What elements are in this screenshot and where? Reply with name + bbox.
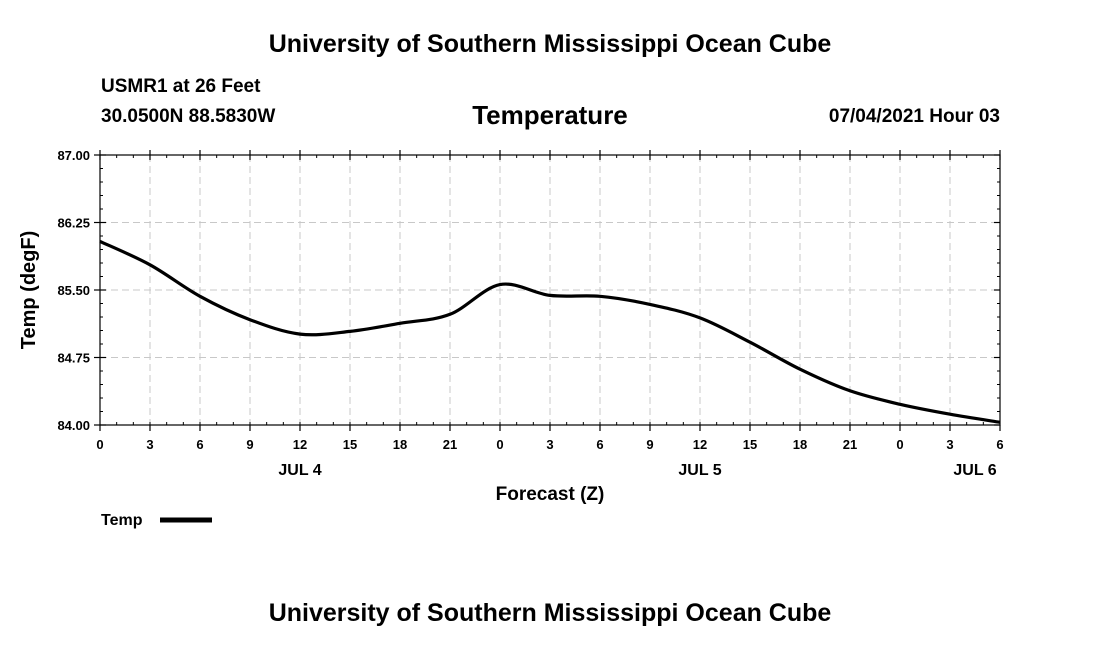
y-tick-label: 84.00 (57, 418, 90, 433)
date-label: JUL 4 (278, 462, 321, 479)
forecast-datetime: 07/04/2021 Hour 03 (828, 106, 1000, 127)
date-label: JUL 6 (953, 462, 996, 479)
x-tick-label: 3 (146, 437, 153, 452)
y-tick-label: 87.00 (57, 148, 90, 163)
x-tick-label: 21 (443, 437, 457, 452)
x-tick-label: 9 (246, 437, 253, 452)
legend-label: Temp (101, 512, 143, 529)
x-tick-label: 3 (946, 437, 953, 452)
chart-title: Temperature (472, 100, 628, 130)
x-tick-label: 0 (496, 437, 503, 452)
x-axis-label: Forecast (Z) (496, 484, 605, 505)
x-tick-label: 12 (693, 437, 707, 452)
x-tick-label: 0 (96, 437, 103, 452)
x-tick-label: 15 (743, 437, 757, 452)
x-tick-label: 18 (793, 437, 807, 452)
temp-series-line (99, 239, 1001, 424)
x-tick-label: 6 (196, 437, 203, 452)
x-tick-label: 9 (646, 437, 653, 452)
y-tick-label: 86.25 (57, 216, 90, 231)
x-tick-label: 3 (546, 437, 553, 452)
page-title: University of Southern Mississippi Ocean… (268, 30, 832, 58)
x-tick-label: 6 (996, 437, 1003, 452)
x-tick-label: 12 (293, 437, 307, 452)
x-tick-label: 15 (343, 437, 357, 452)
x-tick-label: 6 (596, 437, 603, 452)
date-label: JUL 5 (678, 462, 721, 479)
station-label: USMR1 at 26 Feet (101, 76, 261, 97)
y-tick-label: 84.75 (57, 351, 90, 366)
y-axis-label: Temp (degF) (18, 231, 40, 350)
coordinates-label: 30.0500N 88.5830W (101, 106, 276, 127)
x-tick-label: 21 (843, 437, 857, 452)
y-tick-label: 85.50 (57, 283, 90, 298)
x-tick-label: 18 (393, 437, 407, 452)
footer-title: University of Southern Mississippi Ocean… (268, 599, 832, 627)
x-tick-label: 0 (896, 437, 903, 452)
